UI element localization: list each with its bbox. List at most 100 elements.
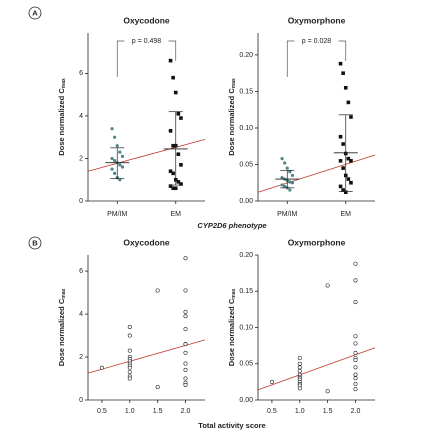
point xyxy=(176,152,181,157)
point xyxy=(168,129,173,133)
point xyxy=(349,180,353,185)
point xyxy=(168,184,173,188)
x-tick-label: 1.0 xyxy=(125,408,135,415)
point xyxy=(110,127,114,131)
point xyxy=(120,154,125,158)
point xyxy=(176,112,181,116)
y-axis-label-subscript: max xyxy=(231,289,237,299)
point xyxy=(179,116,183,120)
point xyxy=(288,180,292,184)
point xyxy=(290,173,295,178)
bracket xyxy=(116,40,177,77)
point xyxy=(338,61,343,66)
point xyxy=(176,180,181,184)
x-axis-label: CYP2D6 phenotype xyxy=(197,221,266,230)
point xyxy=(183,288,188,293)
y-tick-label: 2 xyxy=(79,354,83,361)
y-axis-label: Dose normalized Cmax xyxy=(57,78,67,156)
point xyxy=(171,171,175,176)
point xyxy=(288,170,292,174)
y-axis-label-subscript: max xyxy=(61,289,67,299)
point xyxy=(341,142,345,146)
y-axis-label: Dose normalized Cmax xyxy=(227,289,237,367)
point xyxy=(110,156,114,161)
y-tick-label: 0.10 xyxy=(239,324,253,331)
y-tick-label: 0.20 xyxy=(239,252,253,259)
bracket xyxy=(286,40,347,77)
annotation-bg xyxy=(124,35,169,46)
point xyxy=(269,379,274,384)
point xyxy=(283,161,287,165)
panel-label: B xyxy=(32,238,38,247)
panel-badge xyxy=(28,6,42,20)
point xyxy=(297,361,302,366)
y-tick-label: 2 xyxy=(79,155,83,162)
point xyxy=(171,75,175,80)
point xyxy=(353,278,358,283)
x-tick-label: EM xyxy=(171,211,182,218)
fit-line xyxy=(257,154,376,193)
y-tick-label: 4 xyxy=(79,311,83,318)
point xyxy=(280,183,284,187)
point xyxy=(297,365,302,370)
point xyxy=(283,184,287,188)
point xyxy=(353,387,358,392)
y-tick-label: 6 xyxy=(79,268,83,275)
y-tick-label: 6 xyxy=(79,70,83,77)
y-axis-label-text: Dose normalized C xyxy=(57,88,66,156)
point xyxy=(353,350,358,355)
point xyxy=(179,182,183,186)
point xyxy=(120,165,125,169)
y-tick-label: 4 xyxy=(79,113,83,120)
x-tick-label: PM/IM xyxy=(277,211,297,218)
point xyxy=(349,115,353,119)
chart-title: Oxymorphone xyxy=(288,15,346,25)
point xyxy=(113,158,117,163)
y-axis-label-text: Dose normalized C xyxy=(57,298,66,366)
panel-label: A xyxy=(32,8,38,17)
annotation-bg xyxy=(294,35,339,46)
chart-title: Oxycodone xyxy=(123,237,170,247)
point xyxy=(338,159,343,163)
annotation: p = 0.028 xyxy=(302,38,331,45)
point xyxy=(127,333,132,338)
point xyxy=(127,365,132,370)
point xyxy=(155,385,160,390)
chart-title: Oxycodone xyxy=(123,15,170,25)
point xyxy=(338,134,343,139)
y-axis-label-subscript: max xyxy=(61,78,67,88)
y-tick-label: 0 xyxy=(79,198,83,205)
y-tick-label: 0.15 xyxy=(239,288,253,295)
point xyxy=(173,90,178,95)
point xyxy=(113,171,117,175)
point xyxy=(183,382,188,387)
y-tick-label: 0.10 xyxy=(239,125,253,132)
point xyxy=(346,177,351,181)
point xyxy=(171,186,175,191)
point xyxy=(183,376,188,381)
point xyxy=(280,176,284,180)
x-tick-label: EM xyxy=(341,211,352,218)
point xyxy=(288,188,292,192)
annotation: p = 0.498 xyxy=(132,38,161,45)
point xyxy=(290,181,295,185)
point xyxy=(353,334,358,339)
point xyxy=(297,355,302,360)
y-axis-label: Dose normalized Cmax xyxy=(227,78,237,156)
point xyxy=(325,389,330,394)
point xyxy=(353,382,358,387)
point xyxy=(171,143,175,148)
point xyxy=(353,261,358,266)
point xyxy=(168,169,173,174)
point xyxy=(118,150,122,154)
point xyxy=(173,186,178,191)
point xyxy=(338,184,343,189)
point xyxy=(118,163,122,167)
y-axis-label-subscript: max xyxy=(231,78,237,88)
point xyxy=(127,376,132,381)
point xyxy=(280,157,284,161)
y-axis-label-text: Dose normalized C xyxy=(227,88,236,156)
point xyxy=(183,314,188,319)
point xyxy=(183,350,188,355)
